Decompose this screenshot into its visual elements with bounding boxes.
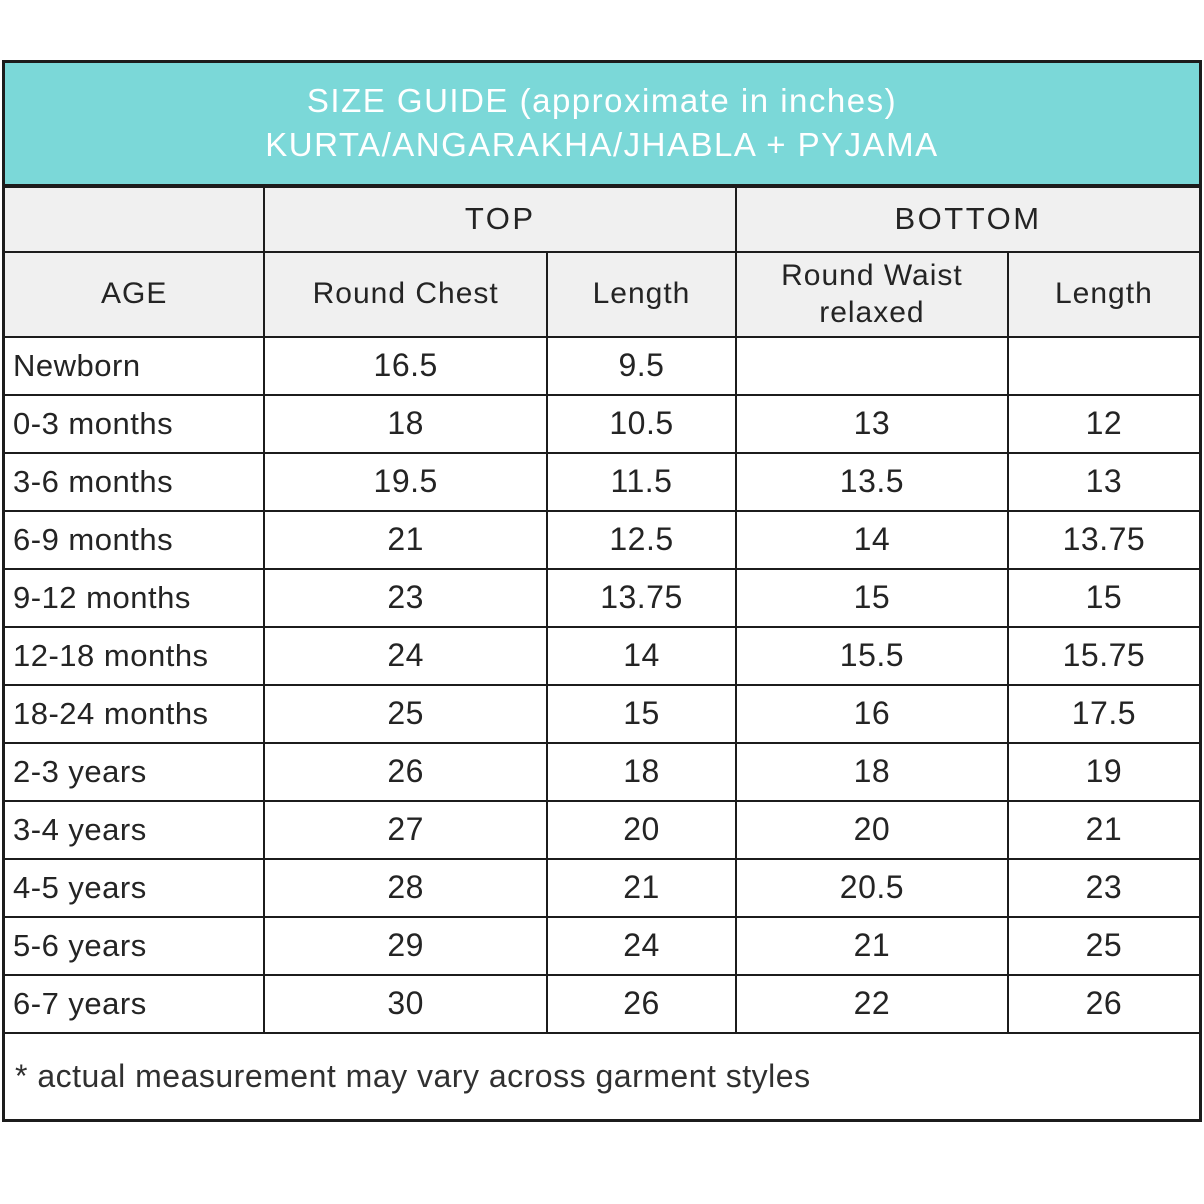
round-waist-cell: 18 [735,741,1009,802]
round-chest-cell: 18 [263,393,548,454]
age-cell: Newborn [2,335,266,396]
size-guide-title-banner: SIZE GUIDE (approximate in inches) KURTA… [2,60,1202,188]
round-chest-cell: 21 [263,509,548,570]
bottom-length-cell: 23 [1006,857,1202,918]
title-row: SIZE GUIDE (approximate in inches) KURTA… [2,60,1202,188]
table-row: 6-7 years 30 26 22 26 [2,973,1202,1034]
round-waist-cell: 13.5 [735,451,1009,512]
table-row: 3-4 years 27 20 20 21 [2,799,1202,860]
round-chest-cell: 28 [263,857,548,918]
round-waist-cell: 20 [735,799,1009,860]
top-length-cell: 12.5 [545,509,738,570]
table-row: 6-9 months 21 12.5 14 13.75 [2,509,1202,570]
round-chest-cell: 25 [263,683,548,744]
round-chest-cell: 24 [263,625,548,686]
round-waist-cell [735,335,1009,396]
bottom-length-cell: 25 [1006,915,1202,976]
column-header-row: AGE Round Chest Length Round Waist relax… [2,250,1202,338]
size-table-body: Newborn 16.5 9.5 0-3 months 18 10.5 13 1… [2,335,1202,1034]
round-waist-cell: 14 [735,509,1009,570]
top-length-cell: 20 [545,799,738,860]
round-waist-cell: 15.5 [735,625,1009,686]
bottom-length-cell: 15 [1006,567,1202,628]
table-row: 3-6 months 19.5 11.5 13.5 13 [2,451,1202,512]
top-length-cell: 26 [545,973,738,1034]
round-chest-cell: 23 [263,567,548,628]
table-row: 9-12 months 23 13.75 15 15 [2,567,1202,628]
round-waist-cell: 15 [735,567,1009,628]
round-waist-cell: 16 [735,683,1009,744]
round-waist-cell: 20.5 [735,857,1009,918]
top-length-cell: 14 [545,625,738,686]
table-row: 5-6 years 29 24 21 25 [2,915,1202,976]
round-chest-cell: 29 [263,915,548,976]
column-header-bottom-length: Length [1006,250,1202,338]
top-length-cell: 18 [545,741,738,802]
age-cell: 12-18 months [2,625,266,686]
top-length-cell: 13.75 [545,567,738,628]
group-header-top: TOP [263,184,738,253]
column-header-top-length: Length [545,250,738,338]
size-guide-table: SIZE GUIDE (approximate in inches) KURTA… [2,60,1202,1122]
age-cell: 9-12 months [2,567,266,628]
title-line-2: KURTA/ANGARAKHA/JHABLA + PYJAMA [265,126,939,164]
age-cell: 3-6 months [2,451,266,512]
table-row: 2-3 years 26 18 18 19 [2,741,1202,802]
round-waist-cell: 13 [735,393,1009,454]
round-waist-cell: 21 [735,915,1009,976]
bottom-length-cell: 15.75 [1006,625,1202,686]
footnote-text: * actual measurement may vary across gar… [2,1031,1202,1122]
age-cell: 18-24 months [2,683,266,744]
top-length-cell: 24 [545,915,738,976]
round-chest-cell: 27 [263,799,548,860]
age-cell: 3-4 years [2,799,266,860]
table-row: 0-3 months 18 10.5 13 12 [2,393,1202,454]
age-cell: 2-3 years [2,741,266,802]
table-row: 12-18 months 24 14 15.5 15.75 [2,625,1202,686]
top-length-cell: 11.5 [545,451,738,512]
group-header-row: TOP BOTTOM [2,184,1202,253]
bottom-length-cell: 12 [1006,393,1202,454]
column-header-age: AGE [2,250,266,338]
age-cell: 4-5 years [2,857,266,918]
round-chest-cell: 19.5 [263,451,548,512]
bottom-length-cell: 13 [1006,451,1202,512]
table-row: 4-5 years 28 21 20.5 23 [2,857,1202,918]
age-cell: 0-3 months [2,393,266,454]
column-header-round-waist: Round Waist relaxed [735,250,1009,338]
bottom-length-cell: 13.75 [1006,509,1202,570]
round-chest-cell: 26 [263,741,548,802]
top-length-cell: 15 [545,683,738,744]
bottom-length-cell: 26 [1006,973,1202,1034]
group-header-bottom: BOTTOM [735,184,1202,253]
top-length-cell: 21 [545,857,738,918]
footnote-row: * actual measurement may vary across gar… [2,1031,1202,1122]
bottom-length-cell [1006,335,1202,396]
bottom-length-cell: 17.5 [1006,683,1202,744]
table-row: Newborn 16.5 9.5 [2,335,1202,396]
bottom-length-cell: 21 [1006,799,1202,860]
top-length-cell: 10.5 [545,393,738,454]
age-cell: 6-7 years [2,973,266,1034]
age-cell: 6-9 months [2,509,266,570]
title-line-1: SIZE GUIDE (approximate in inches) [306,82,898,120]
column-header-round-chest: Round Chest [263,250,548,338]
round-chest-cell: 16.5 [263,335,548,396]
top-length-cell: 9.5 [545,335,738,396]
table-row: 18-24 months 25 15 16 17.5 [2,683,1202,744]
round-chest-cell: 30 [263,973,548,1034]
age-cell: 5-6 years [2,915,266,976]
round-waist-cell: 22 [735,973,1009,1034]
group-header-empty-cell [2,184,266,253]
bottom-length-cell: 19 [1006,741,1202,802]
